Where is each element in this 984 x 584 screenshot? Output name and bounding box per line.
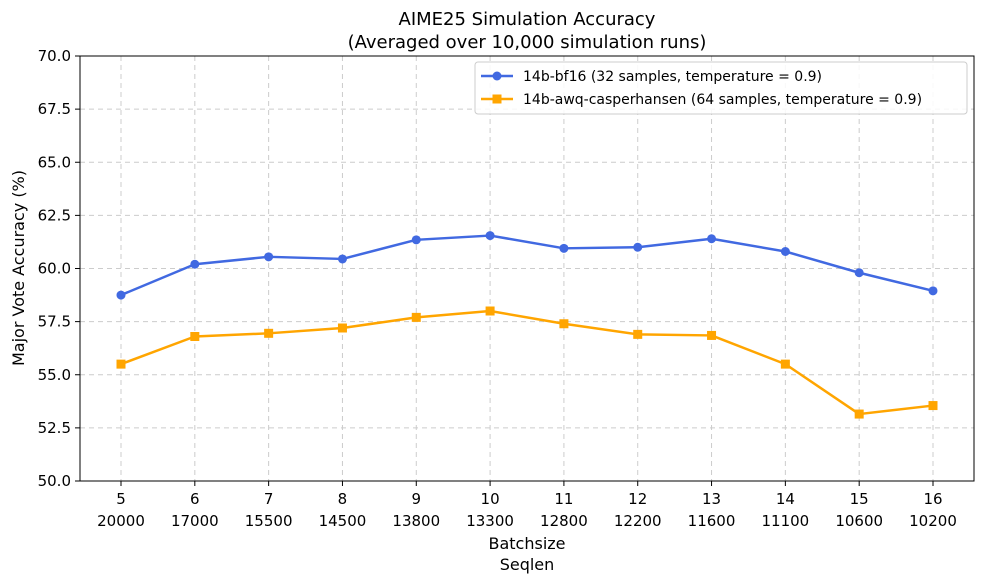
x-tick-label-batchsize: 5 xyxy=(116,490,126,508)
x-tick-label-batchsize: 13 xyxy=(702,490,721,508)
x-tick-label-batchsize: 10 xyxy=(481,490,500,508)
y-tick-label: 70.0 xyxy=(38,47,71,65)
series-group xyxy=(116,231,938,419)
x-tick-label-batchsize: 11 xyxy=(554,490,573,508)
y-tick-label: 67.5 xyxy=(38,100,71,118)
x-tick-label-seqlen: 13800 xyxy=(392,512,440,530)
x-axis-label-secondary: Seqlen xyxy=(500,555,555,574)
legend: 14b-bf16 (32 samples, temperature = 0.9)… xyxy=(474,61,968,115)
data-point-series-1 xyxy=(264,328,274,338)
x-tick-label-batchsize: 6 xyxy=(190,490,200,508)
y-tick-label: 62.5 xyxy=(38,206,71,224)
y-tick-label: 52.5 xyxy=(38,419,71,437)
x-tick-label-batchsize: 7 xyxy=(264,490,274,508)
data-point-series-0 xyxy=(780,247,790,256)
data-point-series-0 xyxy=(411,235,421,245)
data-point-series-1 xyxy=(780,359,790,369)
data-point-series-0 xyxy=(190,259,200,269)
legend-label-bf16: 14b-bf16 (32 samples, temperature = 0.9) xyxy=(523,69,822,85)
data-point-series-0 xyxy=(928,286,938,296)
data-point-series-1 xyxy=(707,330,717,340)
legend-box xyxy=(474,61,968,115)
x-tick-label-batchsize: 16 xyxy=(923,490,942,508)
data-point-series-1 xyxy=(411,312,421,322)
legend-marker-bf16 xyxy=(492,71,502,81)
x-tick-label-seqlen: 17000 xyxy=(171,512,219,530)
y-tick-label: 65.0 xyxy=(38,153,71,171)
x-tick-label-seqlen: 10600 xyxy=(835,512,883,530)
x-tick-label-seqlen: 15500 xyxy=(245,512,293,530)
x-axis-label: Batchsize xyxy=(488,534,565,553)
data-point-series-0 xyxy=(116,290,126,300)
x-axis-ticks: 5200006170007155008145009138001013300111… xyxy=(97,481,957,530)
x-tick-label-seqlen: 14500 xyxy=(319,512,367,530)
series-line-0 xyxy=(120,234,934,297)
series-line-1 xyxy=(120,309,934,416)
y-tick-label: 57.5 xyxy=(38,313,71,331)
chart-subtitle: (Averaged over 10,000 simulation runs) xyxy=(348,32,707,53)
y-tick-label: 55.0 xyxy=(38,366,71,384)
x-tick-label-seqlen: 20000 xyxy=(97,512,145,530)
x-tick-label-seqlen: 11100 xyxy=(762,512,810,530)
y-tick-label: 60.0 xyxy=(38,260,71,278)
data-point-series-1 xyxy=(116,359,126,369)
data-point-series-1 xyxy=(337,323,347,333)
x-tick-label-seqlen: 12200 xyxy=(614,512,662,530)
data-point-series-1 xyxy=(190,332,200,341)
data-point-series-0 xyxy=(559,243,569,253)
data-point-series-0 xyxy=(707,234,717,244)
x-tick-label-seqlen: 13300 xyxy=(466,512,514,530)
legend-label-awq: 14b-awq-casperhansen (64 samples, temper… xyxy=(523,92,922,108)
x-tick-label-batchsize: 12 xyxy=(628,490,647,508)
plot-frame xyxy=(79,55,975,482)
data-point-series-0 xyxy=(485,231,495,241)
y-axis-ticks: 50.0 52.5 55.0 57.5 60.0 62.5 65.0 67.5 70.0 xyxy=(38,47,80,490)
data-point-series-1 xyxy=(633,329,643,339)
data-point-series-1 xyxy=(485,306,495,316)
x-tick-label-seqlen: 12800 xyxy=(540,512,588,530)
data-point-series-0 xyxy=(633,242,643,252)
x-tick-label-seqlen: 10200 xyxy=(909,512,957,530)
x-tick-label-batchsize: 9 xyxy=(411,490,421,508)
x-tick-label-seqlen: 11600 xyxy=(688,512,736,530)
gridlines xyxy=(80,55,974,482)
data-point-series-1 xyxy=(559,319,569,329)
x-tick-label-batchsize: 8 xyxy=(338,490,348,508)
y-tick-label: 50.0 xyxy=(38,472,71,490)
data-point-series-1 xyxy=(928,401,938,411)
y-axis-label: Major Vote Accuracy (%) xyxy=(9,170,28,366)
chart-title: AIME25 Simulation Accuracy xyxy=(399,9,656,30)
data-point-series-0 xyxy=(264,252,274,262)
x-tick-label-batchsize: 15 xyxy=(850,490,869,508)
data-point-series-0 xyxy=(337,254,347,264)
legend-marker-awq xyxy=(492,94,502,104)
x-tick-label-batchsize: 14 xyxy=(776,490,795,508)
data-point-series-0 xyxy=(854,268,864,278)
data-point-series-1 xyxy=(854,409,864,419)
